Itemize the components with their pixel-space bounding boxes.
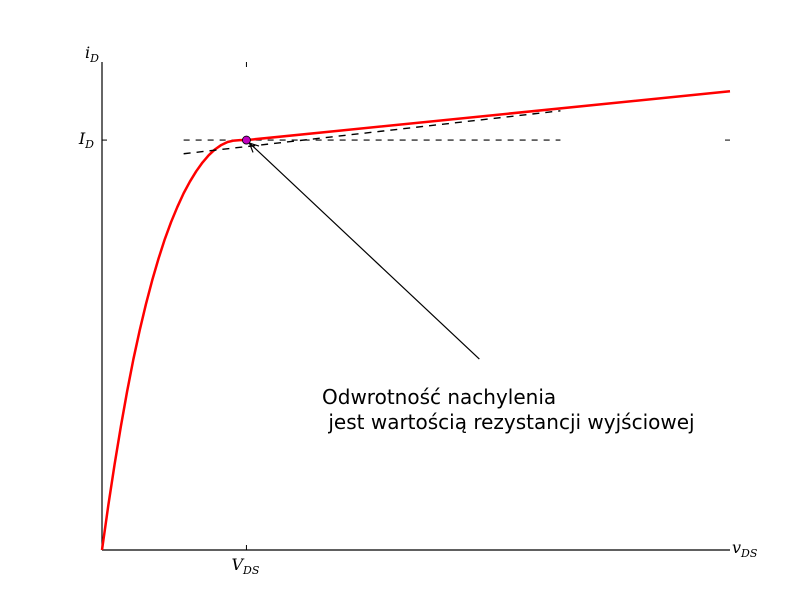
chart-labels: VDS ID vDS iD Odwrotność nachylenia jest war… [78,43,758,577]
annotation-text: Odwrotność nachylenia jest wartością rez… [322,385,695,434]
annotation-line: Odwrotność nachylenia [322,385,556,409]
annotation-arrow-shaft [249,142,480,360]
operating-point [242,135,251,145]
annotation-line: jest wartością rezystancji wyjściowej [322,410,695,434]
series-line [100,90,731,551]
y-axis-label: iD [85,43,99,65]
tangent-line [183,110,561,155]
x-tick-label: VDS [231,555,259,577]
chart-marks [100,90,731,551]
y-tick-label: ID [78,129,94,151]
chart-axes [101,62,730,551]
x-axis-label: vDS [732,538,758,560]
